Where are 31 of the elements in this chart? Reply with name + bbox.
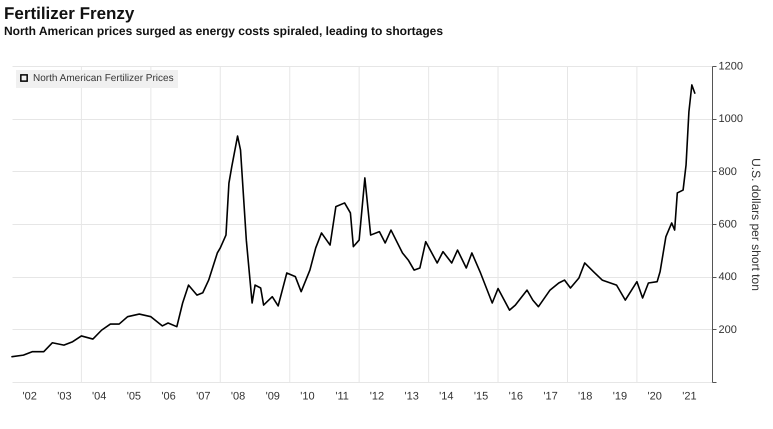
y-tick-label: 400: [718, 271, 737, 284]
x-tick-label: '04: [92, 390, 106, 402]
y-tick-label: 1200: [718, 60, 743, 72]
x-tick-label: '09: [266, 390, 280, 402]
x-tick-label: '18: [578, 390, 592, 402]
chart-title: Fertilizer Frenzy: [4, 4, 135, 23]
y-tick-label: 600: [718, 218, 737, 230]
y-tick-label: 1000: [718, 113, 743, 126]
y-tick-label: 800: [718, 166, 737, 178]
x-tick-label: '02: [22, 390, 37, 402]
chart-subtitle: North American prices surged as energy costs spiraled, leading to shortages: [4, 24, 444, 38]
x-tick-label: '10: [300, 390, 315, 402]
y-tick-label: 200: [718, 324, 737, 336]
x-tick-label: '12: [370, 390, 384, 402]
line-series: [11, 84, 696, 358]
y-axis-title: U.S. dollars per short ton: [748, 158, 763, 291]
x-tick-label: '11: [335, 390, 349, 402]
x-tick-label: '14: [439, 390, 454, 402]
x-tick-label: '21: [682, 390, 697, 402]
x-tick-label: '16: [508, 390, 523, 402]
x-tick-label: '19: [612, 390, 628, 402]
x-tick-label: '17: [543, 390, 558, 402]
x-tick-label: '06: [161, 390, 176, 402]
x-tick-label: '05: [126, 390, 142, 402]
x-tick-label: '13: [404, 390, 419, 402]
x-tick-label: '07: [196, 390, 210, 402]
x-tick-label: '15: [474, 390, 488, 402]
legend-label: North American Fertilizer Prices: [33, 73, 174, 84]
x-tick-label: '03: [57, 390, 72, 402]
x-tick-label: '08: [230, 390, 246, 402]
x-tick-label: '20: [648, 390, 662, 402]
